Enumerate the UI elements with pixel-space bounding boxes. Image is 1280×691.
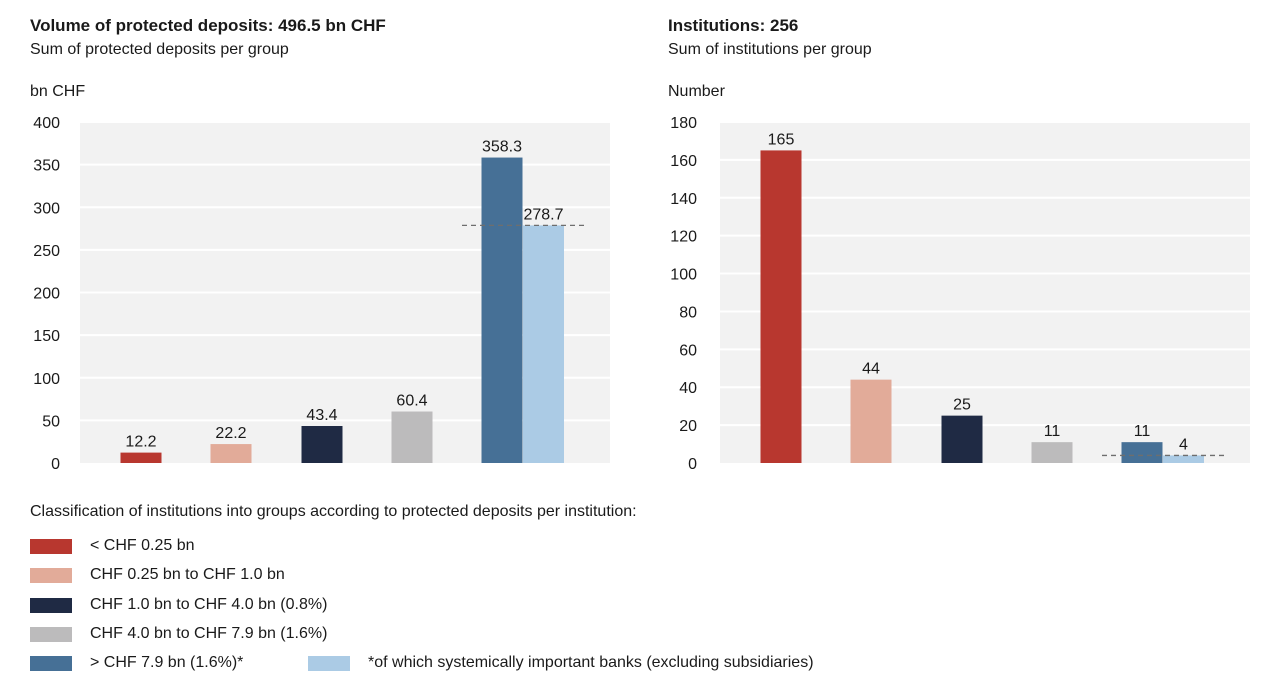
bar-value-label: 43.4 <box>306 407 337 424</box>
y-tick-label: 300 <box>33 200 60 217</box>
bar-sib-value-label: 278.7 <box>523 206 563 223</box>
legend-item-group1: < CHF 0.25 bn <box>30 537 195 555</box>
legend-swatch <box>30 626 72 642</box>
bar-value-label: 25 <box>953 397 971 414</box>
legend-swatch <box>30 597 72 613</box>
legend-item-group5: > CHF 7.9 bn (1.6%)* <box>30 654 243 672</box>
y-tick-label: 50 <box>42 413 60 430</box>
y-tick-label: 200 <box>33 286 60 303</box>
right-chart-subtitle: Sum of institutions per group <box>668 41 872 58</box>
bar-value-label: 22.2 <box>215 425 246 442</box>
bar-value-label: 358.3 <box>482 139 522 156</box>
right-axis-unit: Number <box>668 83 725 100</box>
bar-value-label: 44 <box>862 361 880 378</box>
plot-area <box>720 122 1250 463</box>
bar-value-label: 11 <box>1134 423 1151 440</box>
bar-value-label: 11 <box>1044 423 1061 440</box>
y-tick-label: 20 <box>679 418 697 435</box>
y-tick-label: 0 <box>688 456 697 473</box>
y-tick-label: 100 <box>33 371 60 388</box>
bar-sib-value-label: 4 <box>1179 436 1188 453</box>
legend-item-group3: CHF 1.0 bn to CHF 4.0 bn (0.8%) <box>30 596 327 614</box>
legend-swatch <box>30 655 72 671</box>
bar-sib <box>523 225 564 463</box>
y-tick-label: 0 <box>51 456 60 473</box>
bar-group-4 <box>391 411 433 463</box>
legend-item-sib: *of which systemically important banks (… <box>308 654 814 672</box>
legend-swatch <box>308 655 350 671</box>
left-chart-title: Volume of protected deposits: 496.5 bn C… <box>30 16 386 35</box>
bar-group-3 <box>301 426 343 463</box>
y-tick-label: 250 <box>33 243 60 260</box>
left-chart-subtitle: Sum of protected deposits per group <box>30 41 289 58</box>
y-tick-label: 100 <box>670 267 697 284</box>
y-tick-label: 160 <box>670 153 697 170</box>
legend-heading: Classification of institutions into grou… <box>30 503 637 520</box>
bar-group-1 <box>760 150 802 463</box>
legend-label: CHF 4.0 bn to CHF 7.9 bn (1.6%) <box>90 625 328 642</box>
legend-item-group2: CHF 0.25 bn to CHF 1.0 bn <box>30 566 285 584</box>
bar-group-1 <box>120 452 162 463</box>
legend-label: CHF 0.25 bn to CHF 1.0 bn <box>90 566 285 583</box>
y-tick-label: 140 <box>670 191 697 208</box>
bar-value-label: 165 <box>768 131 795 148</box>
legend-label: *of which systemically important banks (… <box>368 654 814 671</box>
bar-group-3 <box>941 415 983 463</box>
bar-sib <box>1163 455 1204 463</box>
legend-swatch <box>30 538 72 554</box>
left-axis-unit: bn CHF <box>30 83 86 100</box>
bar-group-5 <box>1121 442 1163 463</box>
right-chart-title: Institutions: 256 <box>668 16 799 35</box>
bar-group-2 <box>850 379 892 463</box>
y-tick-label: 60 <box>679 342 697 359</box>
bar-value-label: 60.4 <box>396 393 427 410</box>
y-tick-label: 40 <box>679 380 697 397</box>
bar-group-2 <box>210 444 252 463</box>
y-tick-label: 120 <box>670 229 697 246</box>
legend-label: < CHF 0.25 bn <box>90 537 195 554</box>
bar-group-4 <box>1031 442 1073 463</box>
y-tick-label: 150 <box>33 328 60 345</box>
bar-value-label: 12.2 <box>125 434 156 451</box>
legend-label: > CHF 7.9 bn (1.6%)* <box>90 654 244 671</box>
y-tick-label: 180 <box>670 115 697 132</box>
bar-group-5 <box>481 157 523 463</box>
legend-swatch <box>30 567 72 583</box>
y-tick-label: 400 <box>33 115 60 132</box>
y-tick-label: 350 <box>33 158 60 175</box>
y-tick-label: 80 <box>679 304 697 321</box>
legend-item-group4: CHF 4.0 bn to CHF 7.9 bn (1.6%) <box>30 625 327 643</box>
legend-label: CHF 1.0 bn to CHF 4.0 bn (0.8%) <box>90 596 328 613</box>
